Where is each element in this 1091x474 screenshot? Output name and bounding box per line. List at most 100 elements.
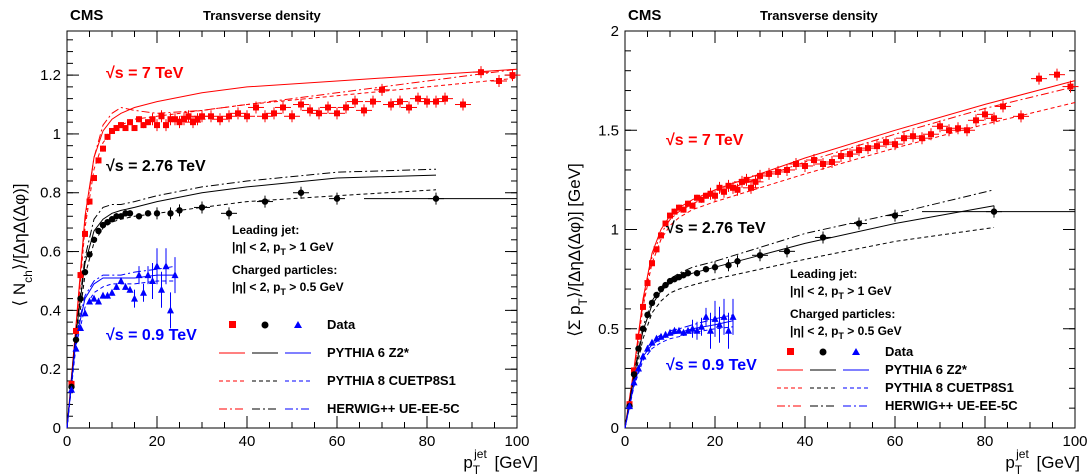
right-data-point-0-9-tev [675,326,683,334]
left-herwig-ue-ee-5c-7-tev-curve [66,68,518,429]
left-selection-line-2: |η| < 2, pT > 1 GeV [232,240,334,257]
right-pythia-8-cuetp8s1-0-9-tev-curve [624,326,734,429]
left-data-point-2-76-tev [72,336,80,343]
right-energy-label-7tev: √s = 7 TeV [666,132,744,149]
right-data-point-7-tev [865,145,871,152]
left-data-point-2-76-tev [135,213,143,220]
right-data-point-0-9-tev [635,364,642,372]
left-data-point-2-76-tev [86,251,93,258]
right-data-point-7-tev [698,196,705,203]
right-data-point-7-tev [856,147,862,154]
right-data-point-2-76-tev [635,345,642,352]
left-data-point-7-tev [127,119,133,126]
right-data-point-7-tev [766,170,772,177]
left-data-point-0-9-tev [108,288,116,296]
right-x-tick-label: 40 [797,433,814,450]
right-data-point-7-tev [667,212,673,219]
left-data-point-7-tev [176,119,183,126]
left-data-point-7-tev [194,116,201,123]
left-y-tick-label: 1.2 [40,67,61,84]
left-y-tick-label: 0 [53,420,61,437]
right-data-point-7-tev [676,204,682,211]
right-data-point-7-tev [793,160,799,167]
right-data-point-2-76-tev [891,212,899,219]
left-data-point-7-tev [95,157,102,164]
left-data-point-7-tev [104,133,111,140]
right-y-tick-label: 2 [611,23,619,40]
right-data-point-7-tev [739,178,745,185]
right-data-point-2-76-tev [783,248,791,255]
left-data-point-2-76-tev [126,210,134,217]
right-data-point-7-tev [1018,113,1024,120]
left-data-point-0-9-tev [77,324,84,332]
right-data-point-7-tev [847,151,853,158]
left-data-point-7-tev [109,127,115,134]
right-data-point-7-tev [1036,75,1042,82]
left-data-point-7-tev [442,95,448,102]
right-plot-area: 0 20 40 60 80 100 0 0.5 1 1.5 2 [598,23,1087,450]
left-herwig-ue-ee-5c-0-9-tev-curve [66,265,176,429]
right-data-point-2-76-tev [684,269,692,277]
left-energy-label-7tev: √s = 7 TeV [106,65,184,82]
left-data-point-2-76-tev [297,189,305,196]
left-data-point-7-tev [271,110,277,117]
right-data-point-2-76-tev [693,269,701,277]
right-data-point-2-76-tev [662,281,669,289]
right-data-point-7-tev [1054,71,1060,78]
right-data-point-0-9-tev [626,402,633,410]
left-legend-marker-09tev [294,321,302,328]
left-panel: CMS Transverse density 0 20 40 60 80 10000.20… [10,7,538,474]
left-x-tick-label: 60 [329,433,346,450]
right-data-point-7-tev [964,127,970,134]
left-y-tick-label: 0.6 [40,244,61,261]
left-data-point-0-9-tev [126,285,134,293]
right-data-point-2-76-tev [644,311,651,319]
left-data-point-0-9-tev [86,297,93,305]
right-data-point-0-9-tev [698,322,705,330]
left-data-point-7-tev [226,113,232,120]
right-data-point-7-tev [689,202,696,209]
right-data-point-7-tev [955,125,961,132]
left-data-point-7-tev [235,110,241,117]
left-data-point-7-tev [199,113,205,120]
right-data-point-2-76-tev [819,234,827,241]
left-data-point-2-76-tev [261,198,269,205]
right-data-point-7-tev [982,111,988,118]
right-selection-line-4: |η| < 2, pT > 0.5 GeV [790,324,902,341]
left-data-point-7-tev [86,198,93,205]
left-data-point-7-tev [73,327,79,334]
left-data-point-7-tev [433,98,439,105]
right-data-point-0-9-tev [716,320,723,328]
left-data-point-0-9-tev [149,276,156,284]
left-x-tick-label: 80 [419,433,436,450]
right-data-point-7-tev [680,206,687,213]
right-data-point-7-tev [743,176,750,183]
right-data-point-0-9-tev [707,326,714,334]
left-data-point-7-tev [181,116,187,123]
left-data-point-2-76-tev [77,295,84,302]
right-data-point-7-tev [901,135,907,142]
left-experiment-label: CMS [70,7,103,24]
left-data-point-2-76-tev [122,210,129,217]
right-experiment-label: CMS [628,7,661,24]
left-chart-title: Transverse density [203,8,322,23]
right-data-point-2-76-tev [756,252,764,259]
left-data-point-2-76-tev [225,210,233,217]
right-data-point-7-tev [946,127,952,134]
right-x-tick-label: 20 [707,433,724,450]
right-data-point-2-76-tev [734,258,741,265]
right-data-point-7-tev [802,162,808,169]
left-data-point-7-tev [100,145,106,152]
left-data-point-0-9-tev [158,285,165,293]
left-data-point-7-tev [370,98,376,105]
right-data-point-7-tev [649,260,655,267]
right-data-point-7-tev [910,133,916,140]
left-data-point-7-tev [280,104,286,111]
right-legend-marker-09tev [852,348,860,355]
left-data-point-7-tev [352,98,358,105]
left-selection-line-3: Charged particles: [232,263,337,277]
left-data-point-7-tev [253,104,259,111]
right-x-tick-label: 80 [977,433,994,450]
left-data-point-7-tev [91,175,97,182]
right-data-point-7-tev [653,246,660,253]
